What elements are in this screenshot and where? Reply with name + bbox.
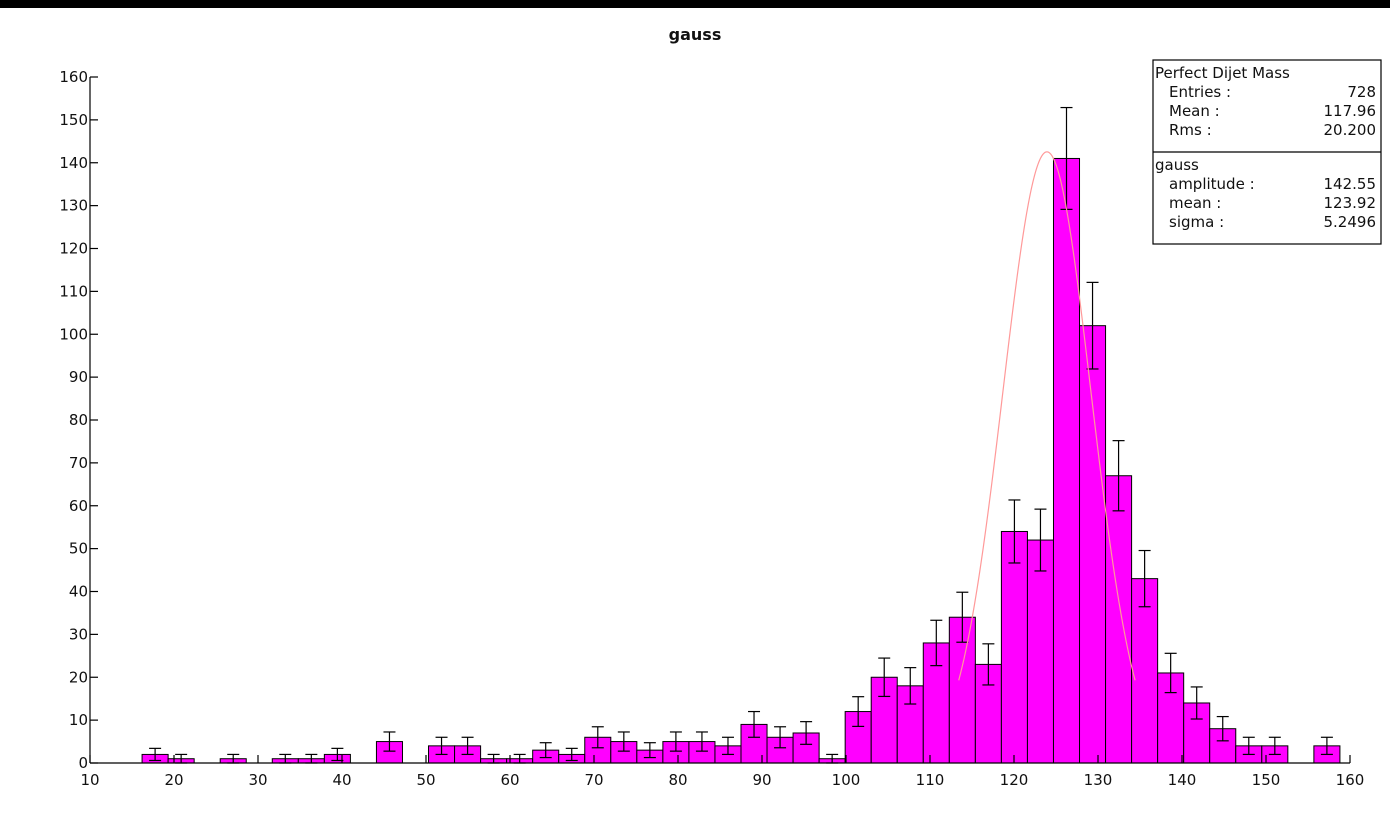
y-tick-label: 40: [69, 583, 88, 601]
x-tick-label: 30: [248, 771, 267, 789]
y-tick-label: 120: [59, 240, 88, 258]
y-tick-label: 10: [69, 711, 88, 729]
histogram-bar: [1052, 157, 1081, 764]
x-tick-label: 10: [80, 771, 99, 789]
fit-mean-label: mean :: [1169, 194, 1221, 212]
y-tick-label: 130: [59, 197, 88, 215]
fit-amplitude-value: 142.55: [1324, 175, 1377, 193]
stats-rms-label: Rms :: [1169, 121, 1212, 139]
x-tick-label: 160: [1336, 771, 1365, 789]
x-tick-label: 120: [1000, 771, 1029, 789]
histogram-bar: [1105, 475, 1133, 764]
fit-sigma-value: 5.2496: [1324, 213, 1377, 231]
stats-mean-label: Mean :: [1169, 102, 1220, 120]
axes: 0102030405060708090100110120130140150160…: [59, 68, 1364, 789]
y-tick-label: 30: [69, 625, 88, 643]
x-tick-label: 60: [500, 771, 519, 789]
stats-series-name: Perfect Dijet Mass: [1155, 64, 1290, 82]
histogram-chart: gauss 0102030405060708090100110120130140…: [59, 25, 1382, 789]
x-tick-label: 140: [1168, 771, 1197, 789]
y-tick-label: 70: [69, 454, 88, 472]
y-tick-label: 80: [69, 411, 88, 429]
x-tick-label: 80: [668, 771, 687, 789]
stats-box: Perfect Dijet Mass Entries : 728 Mean : …: [1152, 59, 1382, 245]
histogram-bar: [1131, 578, 1159, 764]
y-tick-label: 20: [69, 668, 88, 686]
x-tick-label: 110: [916, 771, 945, 789]
stats-rms-value: 20.200: [1324, 121, 1377, 139]
stats-entries-label: Entries :: [1169, 83, 1231, 101]
fit-mean-value: 123.92: [1324, 194, 1377, 212]
y-tick-label: 160: [59, 68, 88, 86]
chart-title: gauss: [669, 25, 722, 44]
fit-series-name: gauss: [1155, 156, 1199, 174]
y-tick-label: 140: [59, 154, 88, 172]
x-tick-label: 20: [164, 771, 183, 789]
y-tick-label: 110: [59, 282, 88, 300]
fit-amplitude-label: amplitude :: [1169, 175, 1255, 193]
y-tick-label: 0: [78, 754, 88, 772]
fit-sigma-label: sigma :: [1169, 213, 1224, 231]
x-tick-label: 70: [584, 771, 603, 789]
histogram-bars: [141, 157, 1341, 764]
x-tick-label: 90: [752, 771, 771, 789]
histogram-bar: [1000, 530, 1028, 764]
stats-mean-value: 117.96: [1324, 102, 1377, 120]
x-tick-label: 40: [332, 771, 351, 789]
x-tick-label: 50: [416, 771, 435, 789]
gauss-fit-curve: [958, 151, 1136, 681]
histogram-bar: [1079, 325, 1107, 764]
y-tick-label: 50: [69, 540, 88, 558]
x-tick-label: 130: [1084, 771, 1113, 789]
y-tick-label: 60: [69, 497, 88, 515]
y-tick-label: 150: [59, 111, 88, 129]
histogram-bar: [1026, 539, 1054, 764]
x-tick-label: 150: [1252, 771, 1281, 789]
y-tick-label: 90: [69, 368, 88, 386]
y-tick-label: 100: [59, 325, 88, 343]
x-tick-label: 100: [832, 771, 861, 789]
stats-entries-value: 728: [1347, 83, 1376, 101]
plot-area: gauss 0 10 20 30 40 50 60 70 80 90 100 110 120 130 140…: [0, 8, 1390, 816]
